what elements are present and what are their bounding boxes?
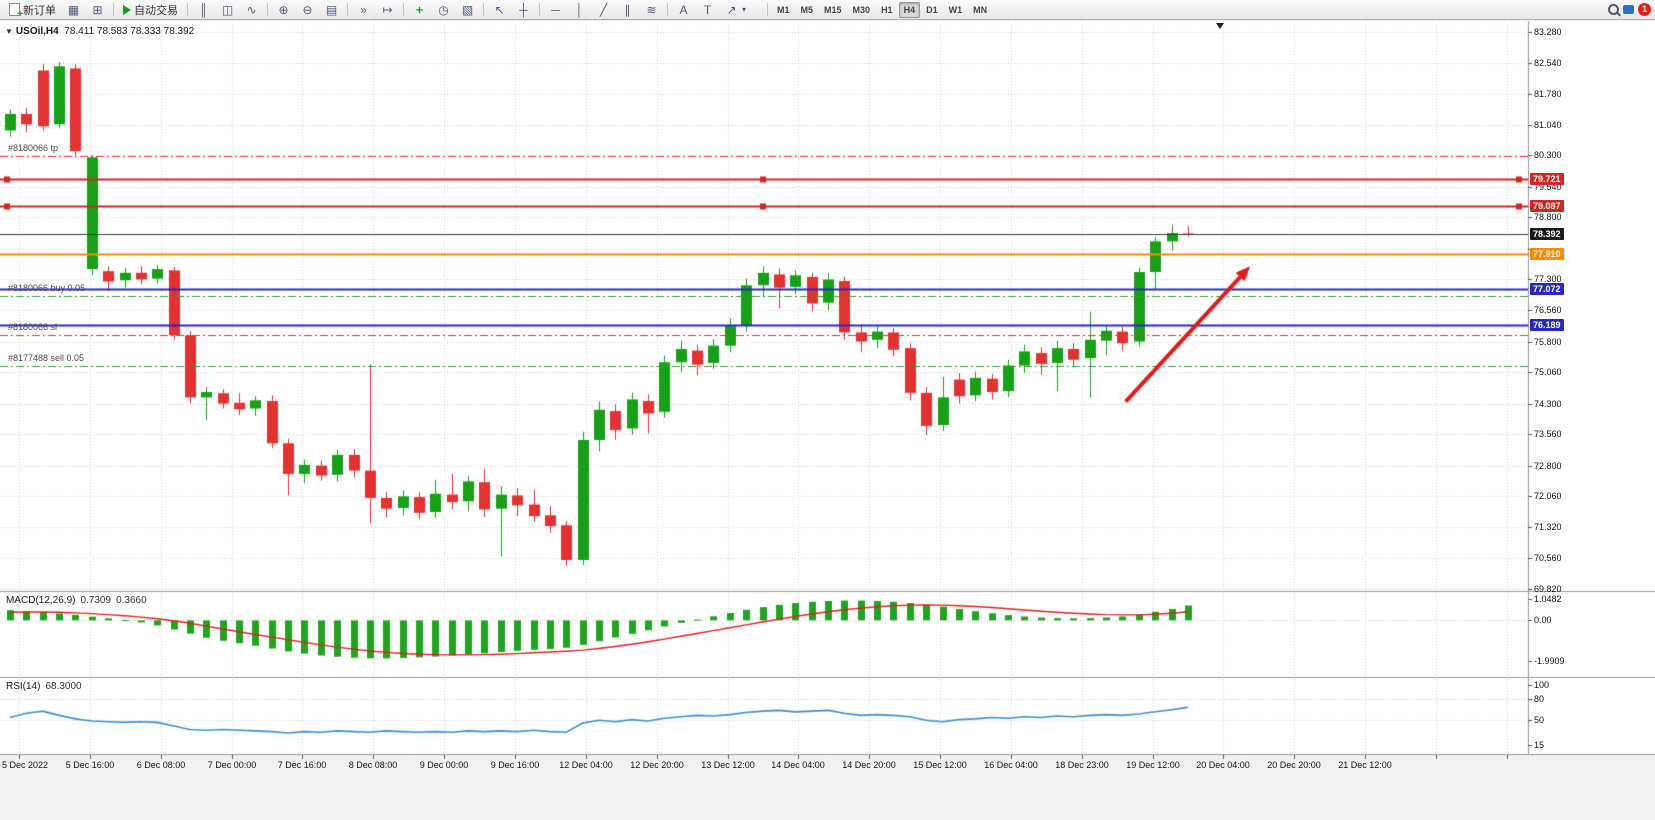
separator (403, 3, 404, 16)
separator (267, 3, 268, 16)
periods-icon: ◷ (438, 2, 449, 17)
trendline-icon: ╱ (599, 2, 608, 17)
tile-windows-icon: ▤ (325, 2, 338, 17)
arrows-tool-button[interactable]: ↗ ▾ (720, 0, 752, 19)
fibonacci-button[interactable]: ≋ (640, 0, 663, 19)
chart-window: ▼ USOil,H4 78.411 78.583 78.333 78.392 MA… (0, 21, 1655, 820)
notification-badge[interactable]: 1 (1638, 3, 1651, 16)
tf-m1[interactable]: M1 (777, 4, 790, 15)
channel-icon: ∥ (624, 2, 631, 17)
candlestick-button[interactable]: ◫ (216, 0, 239, 19)
window-button[interactable]: ⊞ (86, 0, 109, 19)
separator (187, 3, 188, 16)
zoom-in-button[interactable]: ⊕ (272, 0, 295, 19)
separator (113, 3, 114, 16)
separator (539, 3, 540, 16)
horizontal-line-icon: ─ (551, 2, 560, 17)
vertical-line-icon: │ (575, 2, 584, 17)
text-button[interactable]: A (672, 0, 695, 19)
window-icon: ⊞ (92, 2, 103, 17)
indicators-button[interactable]: + (408, 0, 431, 19)
charts-button[interactable]: ▦ (62, 0, 85, 19)
text-label-button[interactable]: T (696, 0, 719, 19)
autotrade-label: 自动交易 (134, 4, 178, 17)
channel-button[interactable]: ∥ (616, 0, 639, 19)
text-icon: A (679, 2, 688, 17)
trendline-button[interactable]: ╱ (592, 0, 615, 19)
crosshair-button[interactable]: ┼ (512, 0, 535, 19)
new-order-label: 新订单 (23, 4, 56, 17)
text-label-icon: T (703, 2, 712, 17)
zoom-out-icon: ⊖ (302, 2, 313, 17)
new-order-icon (9, 3, 23, 20)
crosshair-icon: ┼ (519, 2, 528, 17)
separator (767, 3, 768, 16)
zoom-in-icon: ⊕ (278, 2, 289, 17)
chart-shift-button[interactable]: ↦ (376, 0, 399, 19)
chart-shift-icon: ↦ (382, 2, 393, 17)
chevron-down-icon: ▾ (741, 4, 746, 14)
autotrade-play-icon (123, 4, 131, 15)
cursor-icon: ↖ (494, 2, 505, 17)
charts-icon: ▦ (67, 2, 80, 17)
horizontal-line-button[interactable]: ─ (544, 0, 567, 19)
autotrade-button[interactable]: 自动交易 (118, 0, 183, 19)
tf-m5[interactable]: M5 (800, 4, 814, 15)
vertical-line-button[interactable]: │ (568, 0, 591, 19)
tf-mn[interactable]: MN (973, 4, 988, 15)
periods-button[interactable]: ◷ (432, 0, 455, 19)
new-order-button[interactable]: 新订单 (4, 0, 61, 20)
tile-windows-button[interactable]: ▤ (320, 0, 343, 19)
bar-chart-button[interactable]: ║ (192, 0, 215, 19)
fibonacci-icon: ≋ (646, 2, 657, 17)
autoscroll-button[interactable]: » (352, 0, 375, 19)
toolbar-right-group: 1 (1608, 3, 1651, 16)
tf-h4[interactable]: H4 (898, 1, 921, 18)
search-icon[interactable] (1608, 4, 1619, 15)
tf-h1[interactable]: H1 (881, 4, 893, 15)
zoom-out-button[interactable]: ⊖ (296, 0, 319, 19)
toolbar: 新订单 ▦ ⊞ 自动交易 ║ ◫ ∿ ⊕ ⊖ ▤ » ↦ + ◷ ▧ ↖ ┼ ─… (0, 0, 1655, 20)
templates-button[interactable]: ▧ (456, 0, 479, 19)
bar-chart-icon: ║ (199, 2, 208, 17)
separator (667, 3, 668, 16)
tf-w1[interactable]: W1 (948, 4, 963, 15)
tf-d1[interactable]: D1 (926, 4, 938, 15)
templates-icon: ▧ (461, 2, 474, 17)
messages-icon[interactable] (1623, 5, 1634, 14)
separator (347, 3, 348, 16)
candlestick-icon: ◫ (221, 2, 234, 17)
chart-canvas[interactable] (0, 21, 1655, 820)
indicators-icon: + (415, 2, 423, 17)
line-chart-button[interactable]: ∿ (240, 0, 263, 19)
line-chart-icon: ∿ (246, 2, 257, 17)
separator (483, 3, 484, 16)
tf-m15[interactable]: M15 (824, 4, 842, 15)
arrows-tool-icon: ↗ (726, 2, 737, 17)
autoscroll-icon: » (360, 2, 367, 17)
tf-m30[interactable]: M30 (852, 4, 871, 15)
cursor-button[interactable]: ↖ (488, 0, 511, 19)
